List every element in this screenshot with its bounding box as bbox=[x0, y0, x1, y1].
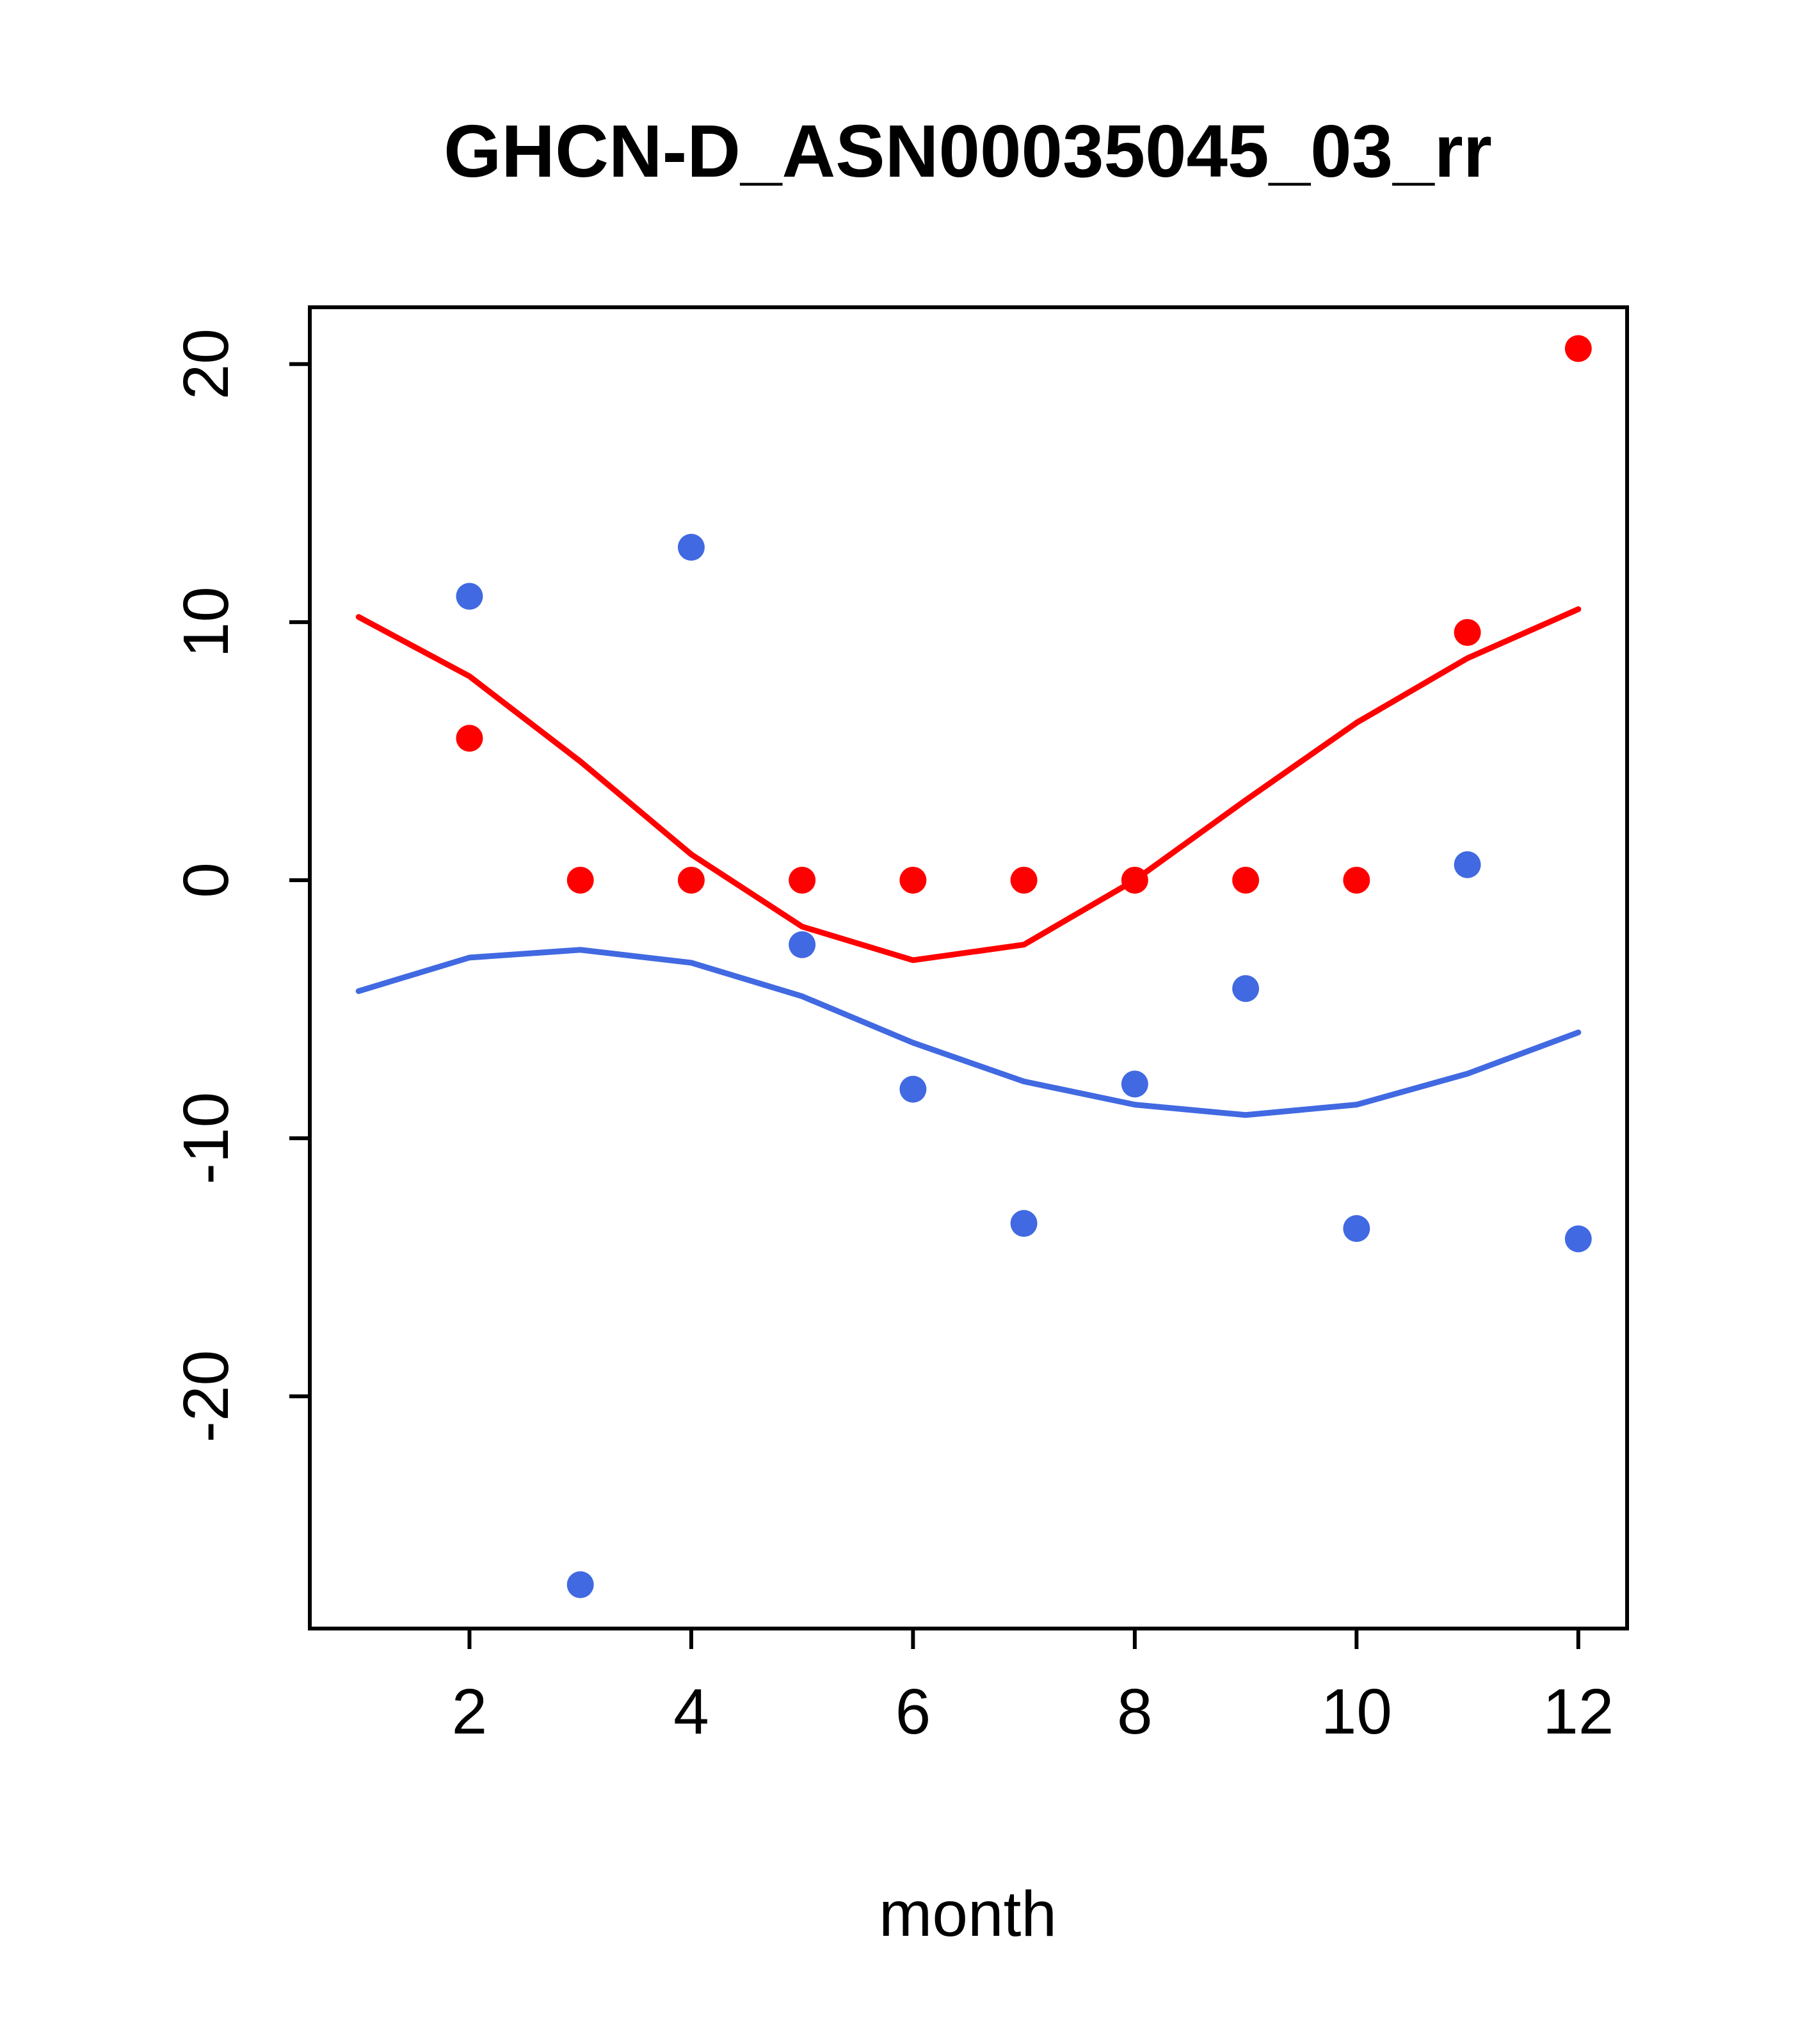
red-points-marker bbox=[677, 866, 705, 894]
blue-points-marker bbox=[789, 931, 816, 958]
blue-points-marker bbox=[899, 1075, 927, 1103]
red-points-marker bbox=[456, 725, 483, 752]
x-tick-label: 4 bbox=[673, 1676, 709, 1748]
blue-points-marker bbox=[1010, 1210, 1038, 1237]
red-points-marker bbox=[899, 866, 927, 894]
red-points-marker bbox=[1343, 866, 1370, 894]
red-points-marker bbox=[1232, 866, 1260, 894]
blue-points-marker bbox=[1343, 1215, 1370, 1243]
blue-points-marker bbox=[566, 1571, 594, 1598]
x-tick-label: 12 bbox=[1543, 1676, 1614, 1748]
red-points-marker bbox=[1564, 335, 1592, 362]
blue-points-marker bbox=[456, 583, 483, 610]
blue-line bbox=[355, 947, 1582, 1118]
y-tick-label: 0 bbox=[170, 862, 242, 898]
y-tick-label: 20 bbox=[170, 328, 242, 399]
x-tick-label: 6 bbox=[895, 1676, 931, 1748]
red-points-marker bbox=[1454, 618, 1481, 646]
red-points-marker bbox=[566, 866, 594, 894]
chart-title: GHCN-D_ASN00035045_03_rr bbox=[444, 109, 1492, 193]
y-tick-label: -10 bbox=[170, 1092, 242, 1185]
blue-points-marker bbox=[1564, 1225, 1592, 1253]
red-points-marker bbox=[1010, 866, 1038, 894]
blue-points-marker bbox=[1121, 1070, 1148, 1098]
blue-points-marker bbox=[1454, 851, 1481, 878]
x-tick-label: 2 bbox=[452, 1676, 488, 1748]
plot-area: 2 4 6 8 10 12 -20 -10 0 10 20 bbox=[170, 328, 1614, 1748]
blue-points-marker bbox=[677, 533, 705, 561]
plot-border bbox=[308, 305, 1629, 1630]
y-tick-label: 10 bbox=[170, 586, 242, 657]
red-points-marker bbox=[789, 866, 816, 894]
y-tick-label: -20 bbox=[170, 1350, 242, 1443]
x-tick-label: 10 bbox=[1321, 1676, 1392, 1748]
x-axis-label: month bbox=[879, 1878, 1057, 1950]
x-tick-label: 8 bbox=[1117, 1676, 1153, 1748]
red-line bbox=[355, 606, 1582, 963]
blue-points-marker bbox=[1232, 975, 1260, 1002]
red-points-marker bbox=[1121, 866, 1148, 894]
